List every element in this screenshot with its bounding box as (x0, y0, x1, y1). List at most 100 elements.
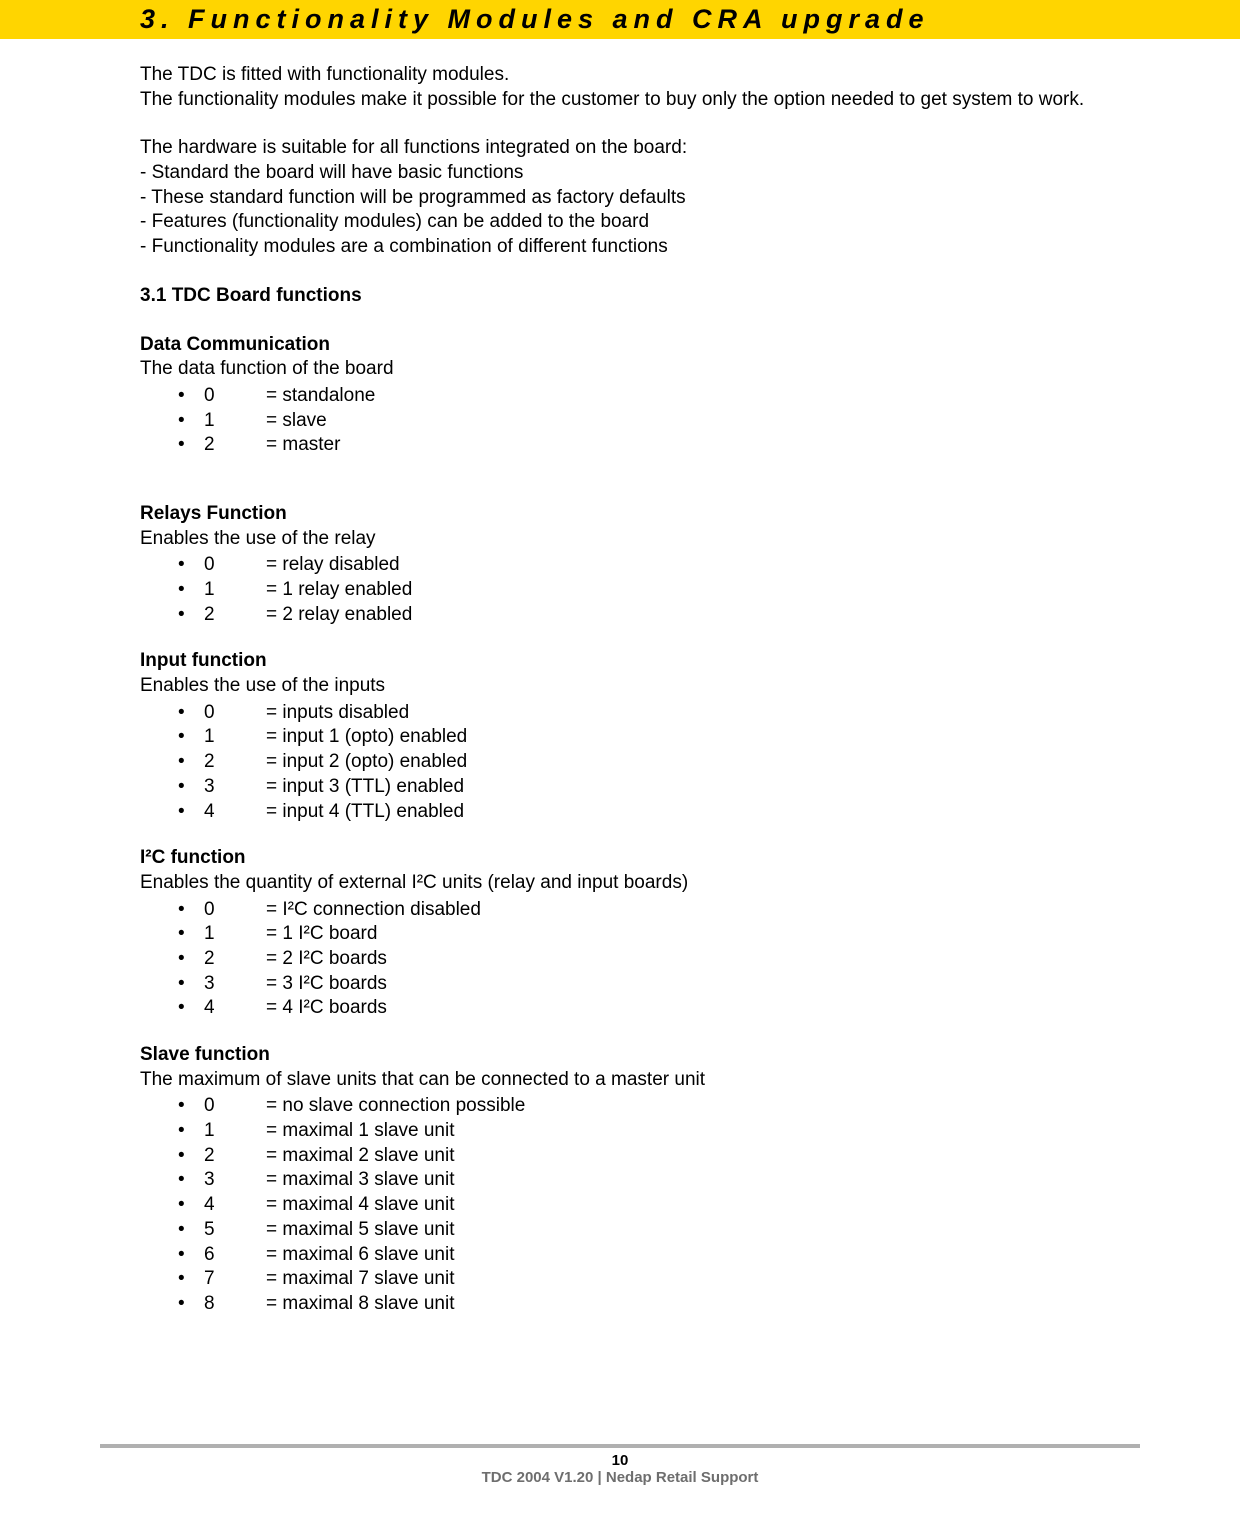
intro-paragraph: The TDC is fitted with functionality mod… (140, 63, 1120, 112)
bullet-icon: • (178, 1168, 204, 1193)
bullet-icon: • (178, 750, 204, 775)
bullet-icon: • (178, 1267, 204, 1292)
list-item-number: 5 (204, 1218, 266, 1243)
list-item-number: 0 (204, 898, 266, 923)
bullet-icon: • (178, 922, 204, 947)
list-item: •4= input 4 (TTL) enabled (140, 800, 1120, 825)
data-communication-desc: The data function of the board (140, 357, 1120, 382)
hardware-lead: The hardware is suitable for all functio… (140, 136, 1120, 161)
bullet-icon: • (178, 775, 204, 800)
list-item: •0= no slave connection possible (140, 1094, 1120, 1119)
bullet-icon: • (178, 1119, 204, 1144)
list-item-desc: = maximal 2 slave unit (266, 1144, 1120, 1169)
list-item-desc: = 2 I²C boards (266, 947, 1120, 972)
bullet-icon: • (178, 578, 204, 603)
list-item: •1= 1 relay enabled (140, 578, 1120, 603)
list-item-desc: = maximal 3 slave unit (266, 1168, 1120, 1193)
list-item-number: 2 (204, 433, 266, 458)
bullet-icon: • (178, 1218, 204, 1243)
list-item: •6= maximal 6 slave unit (140, 1243, 1120, 1268)
list-item: •1= 1 I²C board (140, 922, 1120, 947)
bullet-icon: • (178, 384, 204, 409)
list-item-desc: = maximal 5 slave unit (266, 1218, 1120, 1243)
list-item-number: 4 (204, 800, 266, 825)
list-item: •3= maximal 3 slave unit (140, 1168, 1120, 1193)
i2c-desc: Enables the quantity of external I²C uni… (140, 871, 1120, 896)
i2c-list: •0= I²C connection disabled•1= 1 I²C boa… (140, 898, 1120, 1021)
bullet-icon: • (178, 433, 204, 458)
list-item: •0= inputs disabled (140, 701, 1120, 726)
list-item-desc: = standalone (266, 384, 1120, 409)
list-item-desc: = relay disabled (266, 553, 1120, 578)
list-item-desc: = I²C connection disabled (266, 898, 1120, 923)
section-3-1-heading: 3.1 TDC Board functions (140, 284, 1120, 309)
list-item-number: 4 (204, 996, 266, 1021)
list-item-desc: = maximal 8 slave unit (266, 1292, 1120, 1317)
list-item-desc: = 3 I²C boards (266, 972, 1120, 997)
list-item-number: 1 (204, 409, 266, 434)
bullet-icon: • (178, 1292, 204, 1317)
slave-list: •0= no slave connection possible•1= maxi… (140, 1094, 1120, 1316)
bullet-icon: • (178, 1243, 204, 1268)
input-desc: Enables the use of the inputs (140, 674, 1120, 699)
data-communication-list: •0= standalone•1= slave•2= master (140, 384, 1120, 458)
list-item: •0= standalone (140, 384, 1120, 409)
bullet-icon: • (178, 1144, 204, 1169)
list-item-desc: = maximal 1 slave unit (266, 1119, 1120, 1144)
list-item-number: 7 (204, 1267, 266, 1292)
list-item: •1= slave (140, 409, 1120, 434)
page-number: 10 (0, 1452, 1240, 1469)
bullet-icon: • (178, 1193, 204, 1218)
list-item: •0= I²C connection disabled (140, 898, 1120, 923)
list-item-number: 1 (204, 725, 266, 750)
bullet-icon: • (178, 553, 204, 578)
i2c-heading: I²C function (140, 846, 1120, 871)
list-item-desc: = 4 I²C boards (266, 996, 1120, 1021)
hardware-item: - Functionality modules are a combinatio… (140, 235, 1120, 260)
list-item-number: 2 (204, 603, 266, 628)
input-list: •0= inputs disabled•1= input 1 (opto) en… (140, 701, 1120, 824)
header-bar: 3. Functionality Modules and CRA upgrade (0, 0, 1240, 39)
list-item-desc: = slave (266, 409, 1120, 434)
hardware-item: - These standard function will be progra… (140, 186, 1120, 211)
list-item-number: 0 (204, 384, 266, 409)
list-item: •5= maximal 5 slave unit (140, 1218, 1120, 1243)
list-item-number: 1 (204, 1119, 266, 1144)
list-item: •3= 3 I²C boards (140, 972, 1120, 997)
bullet-icon: • (178, 409, 204, 434)
list-item: •3= input 3 (TTL) enabled (140, 775, 1120, 800)
list-item-number: 8 (204, 1292, 266, 1317)
list-item: •7= maximal 7 slave unit (140, 1267, 1120, 1292)
list-item-number: 1 (204, 578, 266, 603)
list-item-desc: = input 2 (opto) enabled (266, 750, 1120, 775)
list-item: •2= 2 relay enabled (140, 603, 1120, 628)
list-item-number: 3 (204, 775, 266, 800)
intro-line-2: The functionality modules make it possib… (140, 88, 1120, 113)
bullet-icon: • (178, 947, 204, 972)
bullet-icon: • (178, 701, 204, 726)
content-area: The TDC is fitted with functionality mod… (0, 39, 1240, 1317)
footer: 10 TDC 2004 V1.20 | Nedap Retail Support (0, 1444, 1240, 1486)
bullet-icon: • (178, 1094, 204, 1119)
hardware-item: - Features (functionality modules) can b… (140, 210, 1120, 235)
list-item-desc: = maximal 7 slave unit (266, 1267, 1120, 1292)
list-item-desc: = master (266, 433, 1120, 458)
list-item-desc: = 1 I²C board (266, 922, 1120, 947)
intro-line-1: The TDC is fitted with functionality mod… (140, 63, 1120, 88)
list-item-desc: = 2 relay enabled (266, 603, 1120, 628)
list-item: •8= maximal 8 slave unit (140, 1292, 1120, 1317)
bullet-icon: • (178, 725, 204, 750)
list-item-number: 0 (204, 701, 266, 726)
list-item-number: 6 (204, 1243, 266, 1268)
list-item-number: 4 (204, 1193, 266, 1218)
list-item: •2= maximal 2 slave unit (140, 1144, 1120, 1169)
list-item: •4= maximal 4 slave unit (140, 1193, 1120, 1218)
footer-rule (100, 1444, 1140, 1448)
relays-desc: Enables the use of the relay (140, 527, 1120, 552)
bullet-icon: • (178, 996, 204, 1021)
list-item-desc: = maximal 4 slave unit (266, 1193, 1120, 1218)
relays-heading: Relays Function (140, 502, 1120, 527)
hardware-paragraph: The hardware is suitable for all functio… (140, 136, 1120, 259)
list-item: •2= input 2 (opto) enabled (140, 750, 1120, 775)
list-item: •1= input 1 (opto) enabled (140, 725, 1120, 750)
